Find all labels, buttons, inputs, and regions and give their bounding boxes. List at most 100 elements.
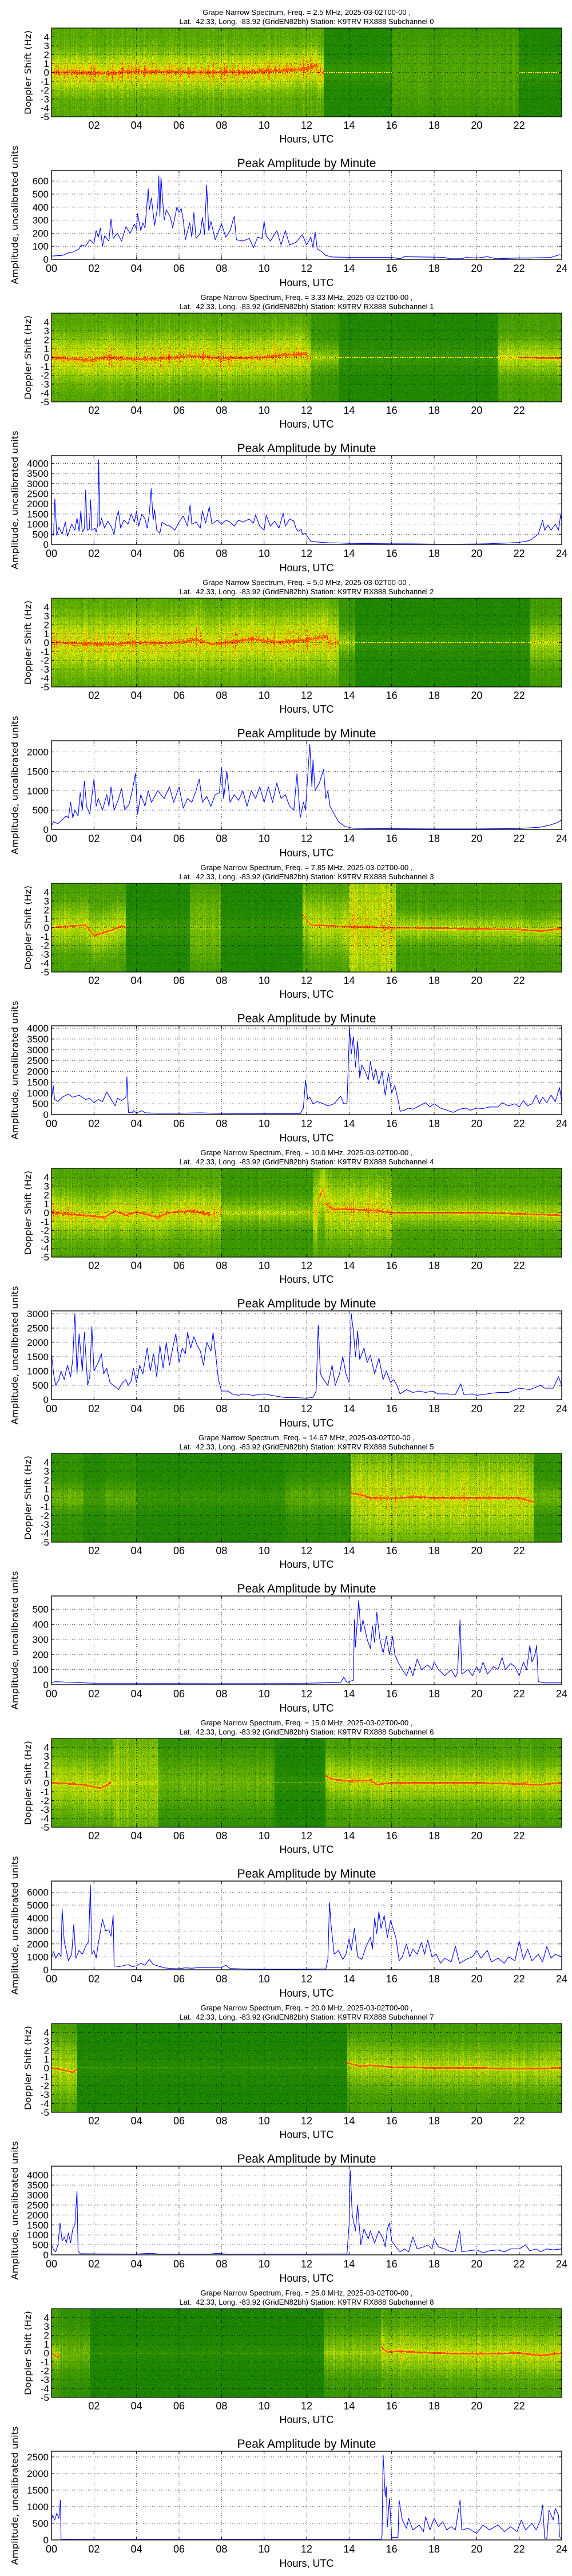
amplitude-series-line — [51, 1884, 562, 1970]
y-tick-label: 0 — [44, 638, 49, 649]
x-tick-label: 14 — [343, 405, 355, 416]
x-axis-label: Hours, UTC — [279, 1274, 333, 1285]
x-tick-label: 22 — [514, 1118, 525, 1129]
y-tick-label: 1500 — [27, 2485, 49, 2496]
y-tick-label: 500 — [33, 2240, 49, 2251]
y-tick-label: 2 — [44, 50, 49, 61]
y-tick-label: 0 — [43, 2250, 49, 2261]
x-tick-label: 16 — [386, 833, 398, 844]
x-tick-label: 10 — [259, 548, 270, 559]
y-tick-label: 2000 — [27, 1337, 49, 1348]
x-tick-label: 20 — [471, 1118, 482, 1129]
x-tick-label: 22 — [514, 548, 525, 559]
y-tick-label: 1000 — [27, 2502, 49, 2512]
y-tick-label: 4 — [44, 1457, 49, 1468]
y-tick-label: 400 — [33, 202, 49, 213]
x-tick-label: 02 — [88, 2400, 100, 2412]
x-tick-label: 02 — [88, 1403, 100, 1415]
x-tick-label: 02 — [88, 1830, 100, 1842]
y-tick-label: -4 — [41, 1814, 49, 1824]
y-tick-label: -1 — [41, 2072, 49, 2083]
x-tick-label: 18 — [428, 1260, 440, 1271]
amplitude-series-line — [51, 1313, 562, 1399]
x-axis-label: Hours, UTC — [279, 133, 333, 145]
x-tick-label: 10 — [259, 690, 270, 701]
x-tick-label: 16 — [386, 405, 398, 416]
y-tick-label: 2 — [44, 1190, 49, 1201]
x-tick-label: 12 — [301, 1545, 312, 1556]
axes-frame-top — [51, 170, 562, 260]
x-tick-label: 14 — [343, 2400, 355, 2412]
y-tick-label: 1 — [44, 1199, 49, 1210]
y-tick-label: 200 — [33, 1649, 49, 1660]
x-axis-label: Hours, UTC — [279, 847, 333, 859]
x-tick-label: 04 — [131, 2258, 142, 2270]
x-tick-label: 14 — [343, 120, 355, 131]
x-tick-label: 02 — [88, 1688, 100, 1700]
amplitude-series-line — [51, 2455, 562, 2540]
x-axis-label: Hours, UTC — [279, 1132, 333, 1144]
x-tick-label: 12 — [301, 2400, 312, 2412]
x-tick-label: 06 — [173, 2258, 185, 2270]
x-tick-label: 14 — [343, 1260, 355, 1271]
x-tick-label: 06 — [173, 2115, 185, 2127]
x-tick-label: 00 — [46, 263, 57, 274]
y-tick-label: 100 — [33, 1665, 49, 1676]
x-tick-label: 16 — [386, 1403, 398, 1415]
y-axis-label: Doppler Shift (Hz) — [23, 886, 33, 970]
x-tick-label: 18 — [428, 690, 440, 701]
y-tick-label: -2 — [41, 85, 49, 96]
y-tick-label: 2000 — [27, 1066, 49, 1077]
x-tick-label: 02 — [88, 833, 100, 844]
x-axis-label: Hours, UTC — [279, 704, 333, 715]
y-tick-label: -3 — [41, 2089, 49, 2100]
x-tick-label: 22 — [514, 1260, 525, 1271]
amplitude-chart: Peak Amplitude by Minute 00 02 04 06 08 10 12 14… — [10, 1286, 567, 1429]
x-tick-label: 16 — [386, 2258, 398, 2270]
x-tick-label: 20 — [471, 833, 482, 844]
y-tick-label: 4 — [44, 1172, 49, 1183]
x-tick-label: 20 — [471, 2258, 482, 2270]
x-tick-label: 04 — [131, 2115, 142, 2127]
x-tick-label: 06 — [173, 1973, 185, 1985]
x-tick-label: 18 — [428, 2543, 440, 2555]
x-tick-label: 16 — [386, 263, 398, 274]
x-tick-label: 20 — [471, 975, 482, 986]
y-tick-label: 4 — [44, 317, 49, 328]
plot-background — [51, 2451, 562, 2540]
y-axis-label: Amplitude, uncalibrated units — [10, 430, 20, 569]
y-tick-label: 0 — [44, 1778, 49, 1789]
x-tick-label: 14 — [343, 548, 355, 559]
plot-background — [51, 741, 562, 829]
x-axis-label: Hours, UTC — [279, 1417, 333, 1429]
x-tick-label: 18 — [428, 2115, 440, 2127]
x-tick-label: 24 — [556, 1403, 567, 1415]
y-tick-label: -1 — [41, 361, 49, 372]
x-tick-label: 16 — [386, 120, 398, 131]
y-tick-label: 3 — [44, 611, 49, 622]
x-axis-label: Hours, UTC — [279, 1702, 333, 1714]
axes-frame-top — [51, 1025, 562, 1115]
axes-frame-top — [51, 1310, 562, 1400]
x-tick-label: 22 — [514, 1973, 525, 1985]
x-tick-label: 06 — [173, 120, 185, 131]
spectrogram-title-line-1: Grape Narrow Spectrum, Freq. = 3.33 MHz,… — [200, 293, 412, 302]
plot-background — [51, 1596, 562, 1685]
y-tick-label: 1500 — [27, 1352, 49, 1362]
x-tick-label: 02 — [88, 548, 100, 559]
x-tick-label: 10 — [259, 2258, 270, 2270]
y-tick-label: 3 — [44, 1466, 49, 1477]
y-tick-label: 1000 — [27, 519, 49, 530]
y-tick-label: -5 — [41, 1822, 49, 1833]
x-tick-label: 10 — [259, 833, 270, 844]
y-tick-label: 1 — [44, 1484, 49, 1495]
x-tick-label: 02 — [88, 405, 100, 416]
y-tick-label: 1 — [44, 2339, 49, 2350]
x-tick-label: 04 — [131, 2543, 142, 2555]
y-tick-label: -5 — [41, 1252, 49, 1263]
y-tick-label: 0 — [44, 2063, 49, 2074]
y-tick-label: 4 — [44, 602, 49, 613]
y-tick-label: 0 — [44, 1493, 49, 1504]
y-tick-label: -4 — [41, 1243, 49, 1254]
x-tick-label: 08 — [216, 263, 227, 274]
